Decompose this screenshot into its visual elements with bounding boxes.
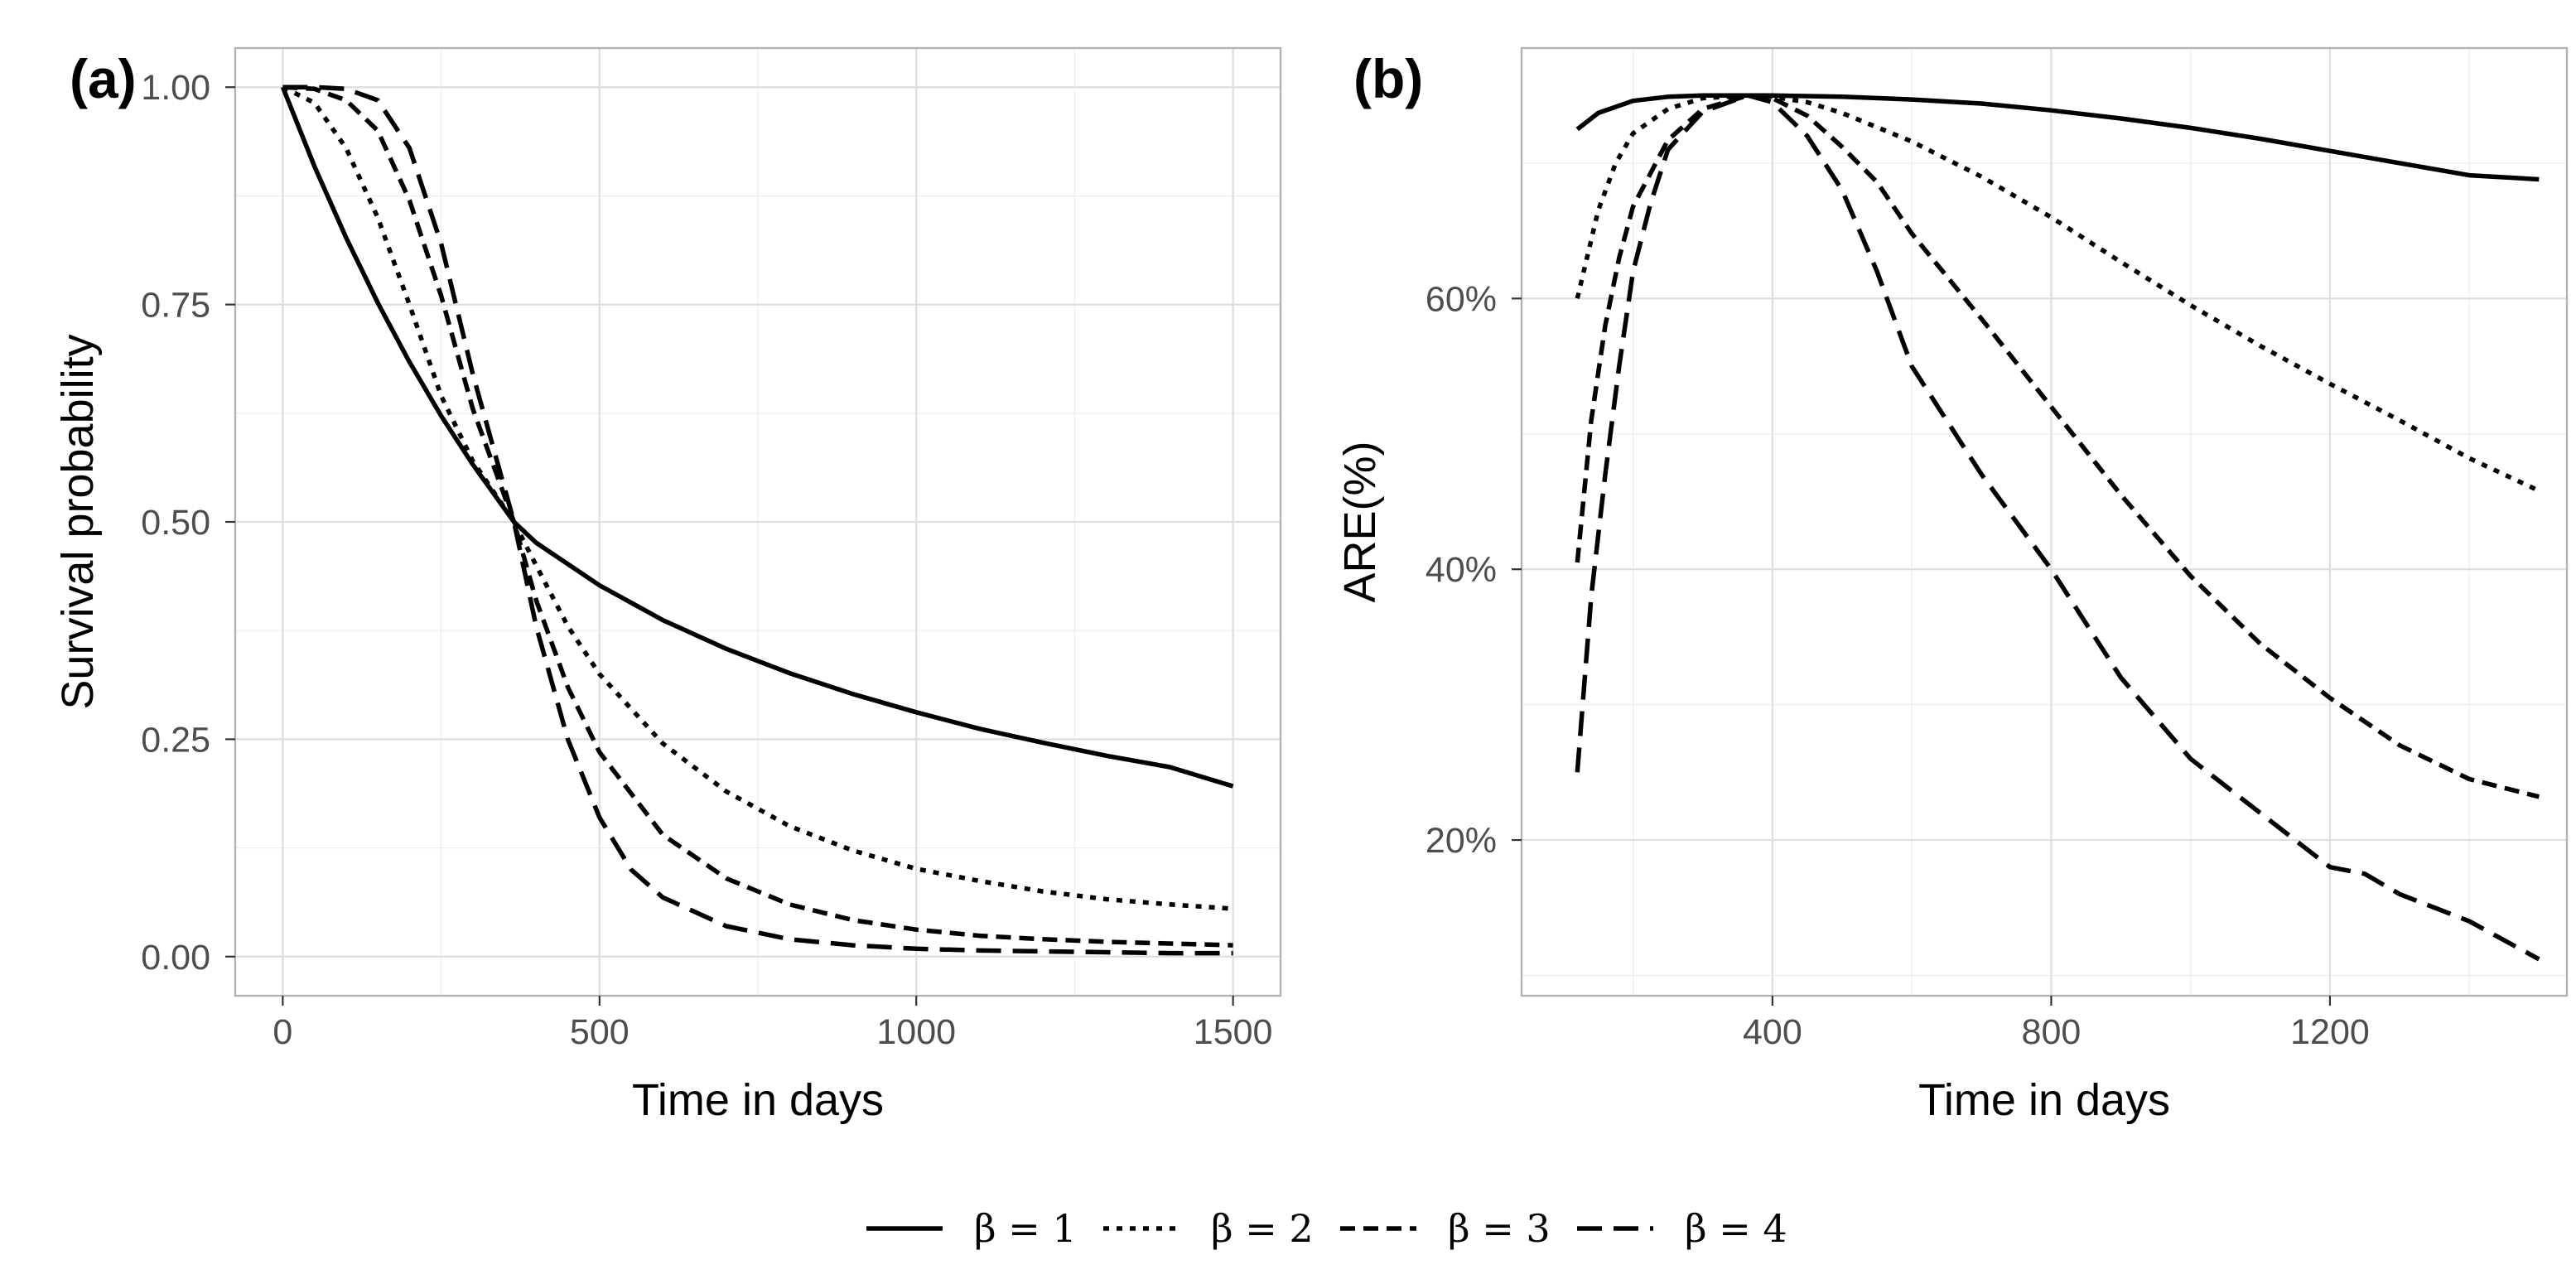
y-tick-label: 0.75	[141, 286, 210, 326]
panel-b-y-axis-title: ARE(%)	[1335, 441, 1385, 602]
x-tick-label: 800	[2022, 1012, 2082, 1052]
legend: β = 1 β = 2 β = 3 β = 4	[866, 1206, 1787, 1251]
x-tick-label: 1500	[1194, 1012, 1273, 1052]
panel-a-tag: (a)	[70, 48, 137, 109]
y-tick-label: 40%	[1425, 550, 1497, 590]
panel-b-x-axis-title: Time in days	[1918, 1075, 2170, 1125]
y-tick-label: 1.00	[141, 68, 210, 108]
panel-a-y-axis-title: Survival probability	[53, 334, 103, 709]
series-line-beta-4	[1575, 93, 2540, 962]
x-tick-label: 400	[1743, 1012, 1802, 1052]
series-line-beta-3	[1575, 93, 2540, 799]
series-line-beta-2	[1575, 93, 2540, 493]
series-line-beta-3	[282, 84, 1233, 948]
series-line-beta-4	[282, 84, 1233, 956]
legend-label-beta-3: β = 3	[1448, 1206, 1551, 1251]
panel-a-gridlines	[235, 48, 1281, 996]
y-tick-label: 20%	[1425, 821, 1497, 861]
panel-b-gridlines	[1522, 48, 2567, 996]
series-line-beta-1	[1575, 93, 2540, 182]
panel-a-curves	[280, 84, 1234, 956]
legend-label-beta-2: β = 2	[1211, 1206, 1314, 1251]
y-tick-label: 0.25	[141, 720, 210, 760]
x-tick-label: 0	[273, 1012, 292, 1052]
panel-b-curves	[1575, 93, 2540, 962]
x-tick-label: 500	[570, 1012, 630, 1052]
panel-b-plot-area	[1522, 48, 2567, 996]
x-tick-label: 1000	[876, 1012, 956, 1052]
legend-label-beta-1: β = 1	[974, 1206, 1077, 1251]
series-line-beta-2	[282, 84, 1233, 911]
panel-a-x-axis-title: Time in days	[632, 1075, 884, 1125]
legend-label-beta-4: β = 4	[1685, 1206, 1787, 1251]
panel-b-ticks: 400 800 1200 20% 40% 60%	[1425, 279, 2370, 1052]
y-tick-label: 60%	[1425, 279, 1497, 319]
panel-b-tag: (b)	[1353, 48, 1423, 109]
panel-a-ticks: 0 500 1000 1500 0.00 0.25 0.50 0.75 1.00	[141, 68, 1272, 1052]
panel-b-frame	[1520, 46, 2569, 997]
x-tick-label: 1200	[2290, 1012, 2370, 1052]
panel-a-survival-plot: 0 500 1000 1500 0.00 0.25 0.50 0.75 1.00 Time in…	[53, 46, 1282, 1125]
y-tick-label: 0.50	[141, 503, 210, 543]
series-line-beta-1	[280, 86, 1234, 789]
y-tick-label: 0.00	[141, 938, 210, 977]
